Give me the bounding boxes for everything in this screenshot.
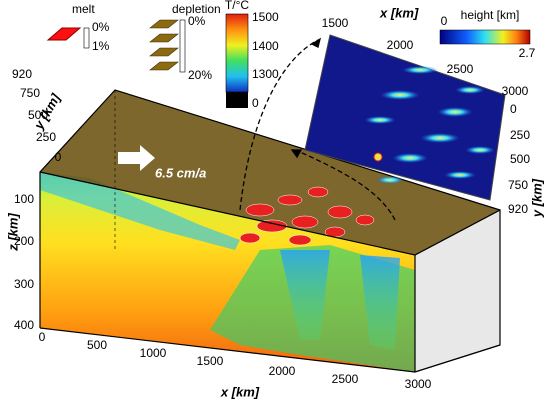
top-surface [40, 90, 500, 255]
y-tick-label: 500 [510, 152, 530, 166]
x-tick-label: 2000 [387, 38, 414, 52]
y-tick-label: 250 [510, 128, 530, 142]
legend [46, 13, 249, 108]
x-tick-label: 2500 [447, 62, 474, 76]
temperature-colorbar [225, 13, 249, 93]
x-tick-label: 2000 [269, 364, 296, 378]
z-tick-label: 100 [14, 192, 34, 206]
legend-label: 1% [92, 39, 110, 53]
z-tick-label: 400 [14, 318, 34, 332]
plume [280, 250, 330, 340]
velocity-arrow [118, 145, 155, 171]
axis-title: x [km] [379, 5, 419, 20]
x-tick-label: 1000 [140, 346, 167, 360]
model-block: 6.5 cm/a [39, 89, 501, 373]
x-tick-label: 1500 [322, 16, 349, 30]
legend-title: depletion [172, 2, 221, 16]
connectors [239, 37, 396, 221]
legend-title: T/°C [225, 0, 249, 12]
temperature-colorbar-cold [226, 92, 248, 108]
colorbar-tick-label: 0 [441, 14, 448, 28]
axis-title: x [km] [220, 384, 260, 399]
x-tick-label: 3000 [502, 84, 529, 98]
x-tick-label: 500 [87, 338, 107, 352]
colorbar-title: height [km] [461, 8, 520, 22]
colorbar-tick-label: 1300 [252, 67, 279, 81]
colorbar-tick-label: 2.7 [519, 46, 536, 60]
axis-title: z [km] [5, 213, 20, 252]
y-tick-label: 750 [20, 86, 40, 100]
y-tick-label: 920 [12, 67, 32, 81]
z-tick-label: 200 [14, 234, 34, 248]
height-colorbar [439, 29, 531, 45]
x-tick-label: 3000 [405, 377, 432, 391]
plume [360, 255, 400, 350]
legend-label: 0% [92, 20, 110, 34]
melt-regions [239, 186, 375, 246]
inset-blobs [364, 66, 495, 184]
z-tick-label: 300 [14, 277, 34, 291]
x-tick-label: 1500 [197, 354, 224, 368]
y-tick-label: 0 [55, 150, 62, 164]
y-tick-label: 920 [508, 202, 528, 216]
x-tick-label: 0 [39, 330, 46, 344]
block-edges [39, 89, 501, 373]
legend-title: melt [72, 2, 95, 16]
y-tick-label: 500 [28, 108, 48, 122]
colorbar-tick-label: 1400 [252, 39, 279, 53]
legend-label: 20% [188, 68, 212, 82]
legend-label: 0% [188, 14, 206, 28]
colorbar-tick-label: 0 [252, 96, 259, 110]
melt-icon [46, 27, 82, 41]
x-tick-label: 2500 [332, 372, 359, 386]
y-tick-label: 0 [510, 102, 517, 116]
colorbar-tick-label: 1500 [252, 10, 279, 24]
velocity-label: 6.5 cm/a [155, 165, 206, 180]
y-tick-label: 750 [508, 178, 528, 192]
depletion-icon [149, 19, 179, 71]
inset-panel [304, 34, 506, 201]
axis-title: y [km] [529, 178, 544, 218]
cold-layer [40, 172, 240, 250]
inset-map [304, 29, 531, 201]
y-tick-label: 250 [36, 130, 56, 144]
